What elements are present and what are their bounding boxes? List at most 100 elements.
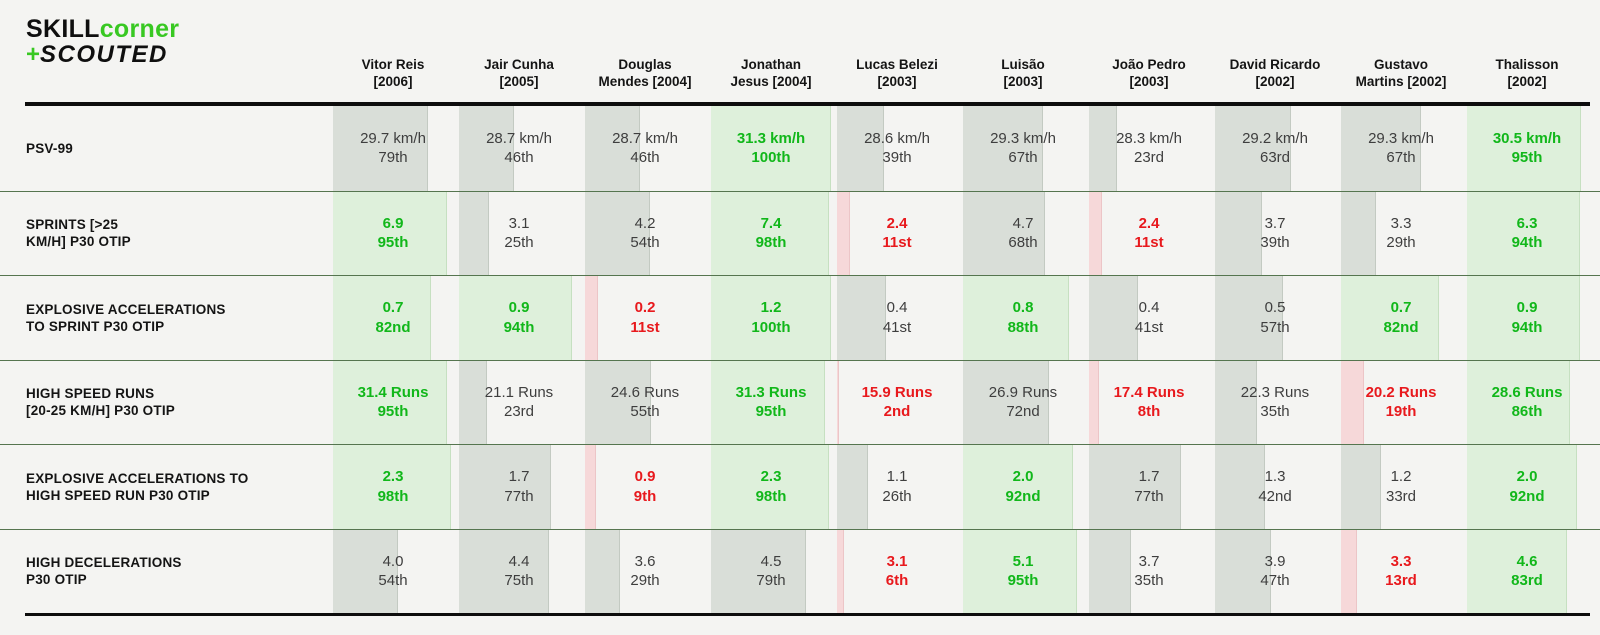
stat-cell: 29.3 km/h 67th bbox=[1338, 106, 1464, 191]
percentile-bar bbox=[1341, 191, 1376, 275]
stat-text: 2.4 11st bbox=[834, 192, 960, 276]
percentile-bar bbox=[837, 191, 851, 275]
stat-cell: 29.7 km/h 79th bbox=[330, 106, 456, 191]
percentile-bar bbox=[333, 360, 447, 444]
player-year: Mendes [2004] bbox=[598, 74, 692, 89]
percentile-bar bbox=[837, 360, 840, 444]
percentile-bar-track bbox=[333, 276, 453, 360]
percentile-bar-track bbox=[963, 276, 1083, 360]
metric-label: HIGH SPEED RUNS [20-25 KM/H] P30 OTIP bbox=[26, 386, 175, 419]
percentile-bar-track bbox=[333, 360, 453, 444]
player-name: Vitor Reis bbox=[361, 57, 425, 72]
stat-text: 3.1 6th bbox=[834, 530, 960, 614]
stat-value: 0.7 bbox=[382, 299, 404, 317]
stat-value: 0.9 bbox=[1516, 299, 1538, 317]
stat-text: 17.4 Runs 8th bbox=[1086, 361, 1212, 445]
player-header: João Pedro [2003] bbox=[1086, 0, 1212, 102]
stat-value: 28.7 km/h bbox=[486, 129, 552, 147]
stat-percentile: 57th bbox=[1260, 318, 1290, 336]
stat-text: 1.2 100th bbox=[708, 276, 834, 360]
stat-cell: 0.9 9th bbox=[582, 445, 708, 529]
stat-value: 3.1 bbox=[886, 552, 908, 570]
player-name: Luisão bbox=[1001, 57, 1045, 72]
percentile-bar bbox=[1215, 191, 1262, 275]
stat-percentile: 98th bbox=[755, 234, 787, 252]
percentile-bar bbox=[963, 445, 1074, 529]
stat-cell: 7.4 98th bbox=[708, 191, 834, 276]
stat-text: 2.4 11st bbox=[1086, 192, 1212, 276]
stat-cell: 1.2 33rd bbox=[1338, 445, 1464, 529]
percentile-bar-track bbox=[1089, 106, 1209, 191]
stat-percentile: 47th bbox=[1260, 572, 1290, 590]
stat-cell: 3.6 29th bbox=[582, 529, 708, 613]
stat-cell: 5.1 95th bbox=[960, 529, 1086, 614]
stat-value: 1.2 bbox=[1390, 468, 1412, 486]
stat-text: 7.4 98th bbox=[708, 192, 834, 276]
stat-percentile: 67th bbox=[1008, 149, 1038, 167]
stat-value: 15.9 Runs bbox=[861, 383, 933, 401]
stat-cell: 0.4 41st bbox=[834, 276, 960, 360]
stat-cell: 0.9 94th bbox=[456, 276, 582, 360]
player-name: Jair Cunha bbox=[484, 57, 554, 72]
percentile-bar-track bbox=[1341, 191, 1461, 275]
percentile-bar bbox=[1089, 529, 1131, 613]
stat-value: 0.5 bbox=[1264, 299, 1286, 317]
stat-percentile: 77th bbox=[1134, 487, 1164, 505]
percentile-bar bbox=[1215, 360, 1257, 444]
metric-row: SPRINTS [>25 KM/H] P30 OTIP 6.9 95th 3.1 … bbox=[0, 190, 1600, 276]
percentile-bar-track bbox=[1089, 276, 1209, 360]
player-name: Douglas bbox=[618, 57, 672, 72]
stat-percentile: 92nd bbox=[1005, 487, 1041, 505]
logo-corner-text: corner bbox=[99, 15, 180, 43]
player-name: Thalisson bbox=[1495, 57, 1559, 72]
player-header-row: Vitor Reis [2006] Jair Cunha [2005] Doug… bbox=[0, 0, 1600, 102]
player-header: Luisão [2003] bbox=[960, 0, 1086, 102]
stat-percentile: 9th bbox=[633, 487, 657, 505]
stat-text: 5.1 95th bbox=[960, 530, 1086, 614]
percentile-bar-track bbox=[963, 360, 1083, 444]
stat-text: 31.3 km/h 100th bbox=[708, 106, 834, 191]
stat-cell: 3.3 13rd bbox=[1338, 529, 1464, 613]
stat-value: 0.4 bbox=[886, 299, 908, 317]
metric-row: EXPLOSIVE ACCELERATIONS TO HIGH SPEED RUN… bbox=[0, 444, 1600, 529]
percentile-bar-track bbox=[1089, 529, 1209, 613]
player-header: Jair Cunha [2005] bbox=[456, 0, 582, 102]
stat-text: 20.2 Runs 19th bbox=[1338, 361, 1464, 445]
stat-percentile: 39th bbox=[1260, 234, 1290, 252]
stat-value: 26.9 Runs bbox=[988, 383, 1058, 401]
stat-cell: 28.6 Runs 86th bbox=[1464, 360, 1590, 444]
metric-row: HIGH DECELERATIONS P30 OTIP 4.0 54th 4.4 … bbox=[0, 528, 1600, 614]
stat-cell: 2.4 11st bbox=[834, 191, 960, 276]
stat-cell: 31.3 km/h 100th bbox=[708, 106, 834, 191]
stat-cell: 21.1 Runs 23rd bbox=[456, 360, 582, 444]
stat-cell: 3.7 35th bbox=[1086, 529, 1212, 613]
stat-value: 4.5 bbox=[760, 552, 782, 570]
percentile-bar bbox=[459, 191, 489, 275]
stat-text: 0.4 41st bbox=[834, 276, 960, 360]
stat-text: 29.2 km/h 63rd bbox=[1212, 106, 1338, 191]
percentile-bar-track bbox=[1215, 106, 1335, 191]
stat-value: 0.2 bbox=[634, 299, 656, 317]
stat-percentile: 2nd bbox=[883, 403, 911, 421]
stat-text: 0.4 41st bbox=[1086, 276, 1212, 360]
stat-text: 3.7 39th bbox=[1212, 192, 1338, 276]
stat-cell: 0.9 94th bbox=[1464, 276, 1590, 360]
stat-percentile: 75th bbox=[504, 572, 534, 590]
stat-percentile: 92nd bbox=[1509, 487, 1545, 505]
percentile-bar-track bbox=[837, 276, 957, 360]
stat-text: 29.3 km/h 67th bbox=[960, 106, 1086, 191]
stat-percentile: 54th bbox=[630, 234, 660, 252]
percentile-bar bbox=[1467, 360, 1571, 444]
stat-cell: 1.3 42nd bbox=[1212, 445, 1338, 529]
percentile-bar-track bbox=[963, 106, 1083, 191]
percentile-bar bbox=[963, 191, 1045, 275]
stat-percentile: 95th bbox=[1007, 572, 1039, 590]
stat-cell: 4.5 79th bbox=[708, 529, 834, 613]
percentile-bar bbox=[585, 360, 651, 444]
percentile-bar-track bbox=[1341, 360, 1461, 444]
stat-percentile: 86th bbox=[1511, 403, 1543, 421]
percentile-bar-track bbox=[963, 529, 1083, 613]
player-name: João Pedro bbox=[1112, 57, 1186, 72]
stat-cell: 31.3 Runs 95th bbox=[708, 360, 834, 444]
stat-percentile: 95th bbox=[755, 403, 787, 421]
